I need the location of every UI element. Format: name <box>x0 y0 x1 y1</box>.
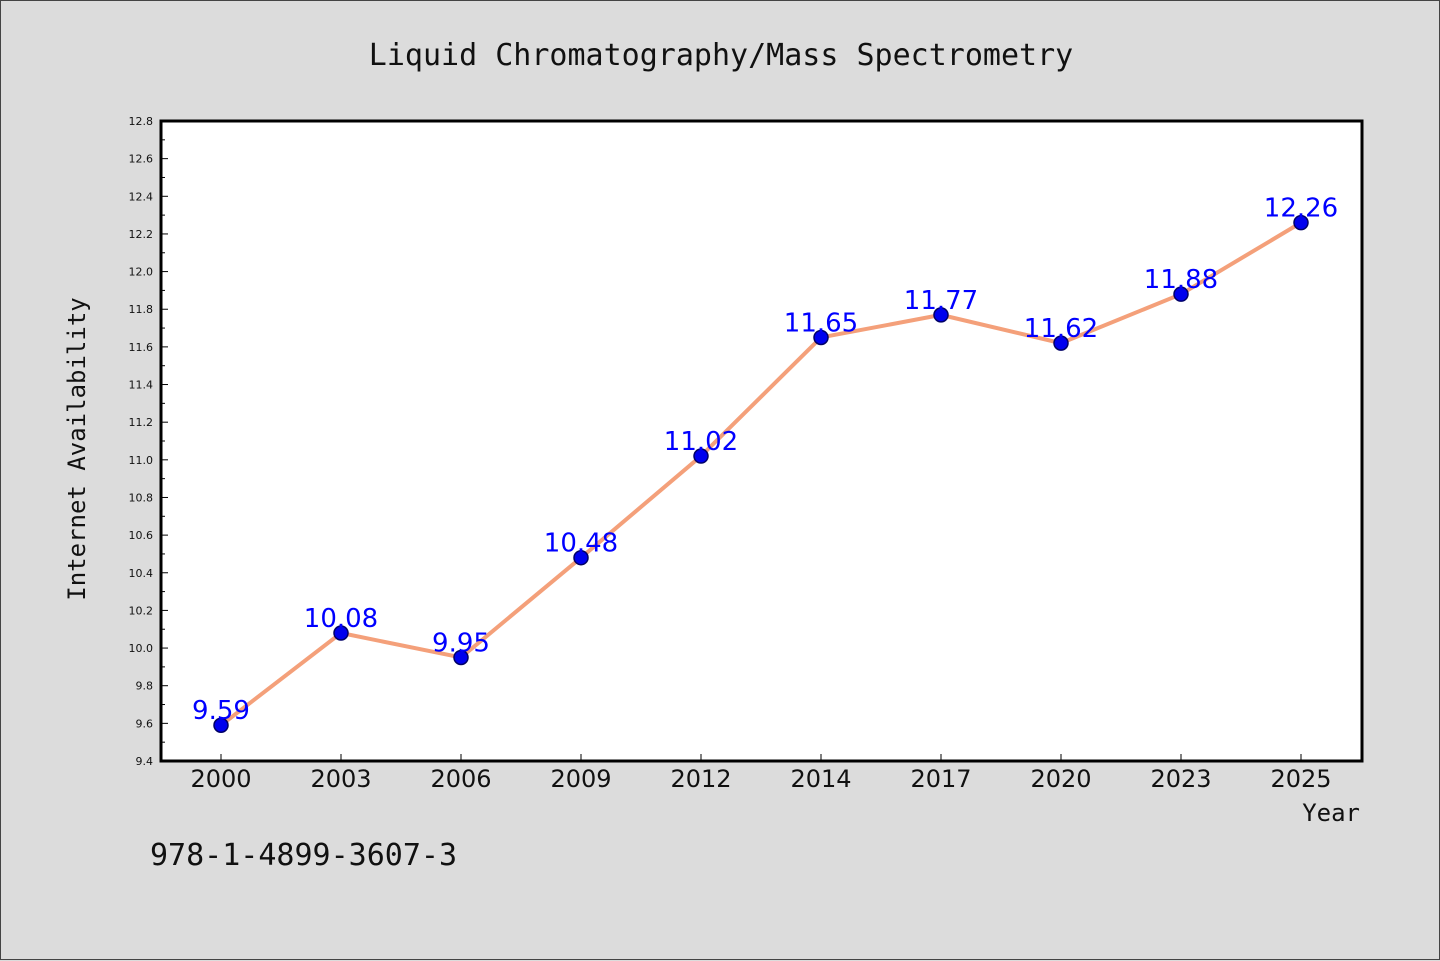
x-tick-label: 2012 <box>670 765 731 793</box>
data-label: 11.88 <box>1144 265 1218 295</box>
y-tick-label: 11.2 <box>129 416 154 429</box>
data-point <box>933 307 949 323</box>
y-tick-label: 11.0 <box>129 454 154 467</box>
x-tick-label: 2014 <box>790 765 851 793</box>
data-point <box>1053 335 1069 351</box>
series-line <box>219 220 1303 727</box>
data-point <box>213 717 229 733</box>
x-tick-label: 2000 <box>190 765 251 793</box>
y-tick-label: 12.2 <box>129 228 154 241</box>
x-tick-label: 2025 <box>1270 765 1331 793</box>
data-label: 11.77 <box>904 286 978 316</box>
data-label: 11.62 <box>1024 314 1098 344</box>
data-label: 9.59 <box>192 696 250 726</box>
isbn-text: 978-1-4899-3607-3 <box>150 838 457 873</box>
y-tick-label: 9.8 <box>136 680 154 693</box>
data-point <box>573 549 589 566</box>
data-label: 11.02 <box>664 427 738 457</box>
y-tick-label: 10.2 <box>129 604 154 617</box>
x-axis-label: Year <box>1302 799 1360 827</box>
y-tick-label: 11.6 <box>129 341 154 354</box>
x-tick-label: 2020 <box>1030 765 1091 793</box>
y-tick-label: 12.0 <box>129 266 154 279</box>
data-point <box>813 329 829 346</box>
y-tick-label: 12.6 <box>129 153 154 166</box>
x-tick-label: 2003 <box>310 765 371 793</box>
series-markers <box>213 214 1309 733</box>
data-point <box>1293 214 1309 231</box>
y-tick-label: 10.6 <box>129 529 154 542</box>
x-axis: 2000 2003 2006 2009 2012 2014 2017 2020 2023 2025 <box>190 754 1332 793</box>
y-tick-label: 9.4 <box>136 755 154 768</box>
y-tick-label: 11.8 <box>129 303 154 316</box>
data-label: 10.48 <box>544 529 618 559</box>
chart-title: Liquid Chromatography/Mass Spectrometry <box>369 38 1073 73</box>
x-tick-label: 2009 <box>550 765 611 793</box>
x-tick-label: 2006 <box>430 765 491 793</box>
data-point <box>453 649 469 666</box>
y-axis: 9.4 9.6 9.8 10.0 10.2 10.4 10.6 10.8 11.0 11.2 11.… <box>129 115 168 768</box>
data-point <box>693 448 709 464</box>
y-tick-label: 10.4 <box>129 567 154 580</box>
x-tick-label: 2023 <box>1150 765 1211 793</box>
data-label: 11.65 <box>784 308 858 338</box>
y-tick-label: 10.8 <box>129 491 154 504</box>
y-tick-label: 12.8 <box>129 115 154 128</box>
data-label: 10.08 <box>304 604 378 634</box>
x-tick-label: 2017 <box>910 765 971 793</box>
y-tick-label: 12.4 <box>129 190 154 203</box>
y-tick-label: 9.6 <box>136 717 154 730</box>
data-label: 9.95 <box>432 628 490 658</box>
y-axis-label: Internet Availability <box>63 297 91 600</box>
y-tick-label: 10.0 <box>129 642 154 655</box>
data-point <box>333 625 349 641</box>
plot-area <box>159 119 1364 763</box>
data-labels: 9.59 10.08 9.95 10.48 11.02 11.65 11.77 11.62 11… <box>192 194 1338 727</box>
y-tick-label: 11.4 <box>129 379 154 392</box>
data-label: 12.26 <box>1264 194 1338 224</box>
data-point <box>1173 286 1189 302</box>
